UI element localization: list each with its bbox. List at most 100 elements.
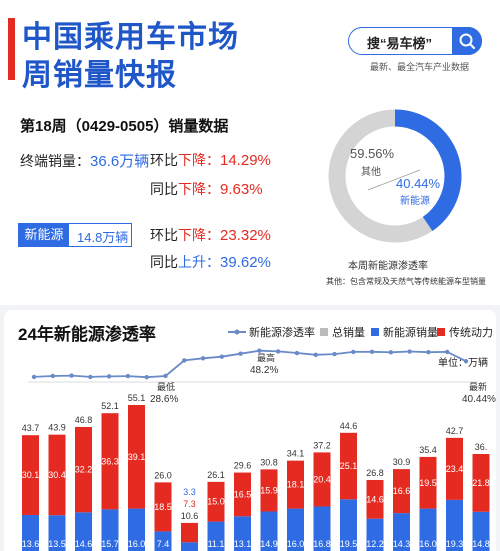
- nev-mom-value: 23.32%: [220, 227, 271, 244]
- nev-label: 19.5: [340, 539, 358, 549]
- penetration-point: [182, 358, 187, 363]
- search-button[interactable]: [452, 27, 482, 55]
- legend-line-icon: [228, 329, 246, 335]
- total-label: 46.8: [75, 415, 93, 425]
- total-label: 37.2: [313, 440, 331, 450]
- bar-ice: [419, 456, 437, 509]
- legend-total-label: 总销量: [332, 327, 365, 339]
- chart-title: 24年新能源渗透率: [18, 325, 156, 344]
- ice-label: 14.6: [366, 494, 384, 504]
- bar-ice: [340, 432, 357, 500]
- total-label: 10.6: [181, 511, 199, 521]
- total-label: 26.0: [154, 470, 172, 480]
- legend-penetration: 新能源渗透率: [228, 324, 315, 340]
- page-subtitle: 周销量快报: [22, 59, 177, 92]
- total-label: 34.1: [287, 449, 305, 459]
- penetration-point: [200, 356, 206, 361]
- bar-nev: [260, 511, 278, 551]
- total-label: 43.7: [22, 423, 40, 433]
- ice-label: 20.4: [313, 474, 331, 484]
- mom-value: 14.29%: [220, 152, 271, 169]
- total-label: 35.4: [419, 445, 437, 455]
- penetration-point: [106, 374, 112, 379]
- nev-label: 13.5: [48, 539, 66, 549]
- nev-label: 13.1: [234, 539, 252, 549]
- total-label: 30.9: [393, 457, 411, 467]
- penetration-donut: 59.56% 其他 40.44% 新能源: [328, 109, 462, 243]
- penetration-point: [294, 350, 300, 356]
- penetration-point: [219, 354, 225, 359]
- bar-ice: [207, 481, 225, 522]
- ice-label: 15.0: [207, 497, 225, 507]
- bar-ice: [154, 482, 172, 532]
- yoy-label: 同比: [150, 181, 178, 197]
- bar-nev: [340, 499, 357, 551]
- nev-label: 7.4: [157, 539, 170, 549]
- bar-ice: [101, 413, 119, 510]
- total-label: 26.8: [366, 468, 384, 478]
- ice-label: 18.5: [154, 502, 172, 512]
- ice-label: 36.3: [101, 456, 119, 466]
- ice-label: 19.5: [419, 478, 437, 488]
- legend-nev-swatch: [371, 328, 379, 336]
- bar-nev: [128, 508, 145, 551]
- min-value: 28.6%: [150, 394, 178, 405]
- nev-label: 14.3: [393, 539, 411, 549]
- total-label: 42.7: [446, 426, 464, 436]
- penetration-point: [332, 351, 337, 357]
- penetration-point: [388, 350, 394, 355]
- page-title: 中国乘用车市场: [22, 21, 239, 54]
- nev-sales-box: 新能源 14.8万辆: [18, 223, 132, 247]
- total-label: 30.8: [260, 457, 278, 467]
- week-heading: 第18周（0429-0505）销量数据: [20, 118, 229, 135]
- bar-nev: [393, 513, 410, 551]
- search-label: 搜“易车榜”: [367, 36, 433, 51]
- ice-label: 18.1: [287, 480, 305, 490]
- terminal-sales: 终端销量：36.6万辆: [20, 150, 149, 171]
- yoy-change: 同比下降：9.63%: [150, 179, 263, 199]
- bar-nev: [472, 511, 490, 551]
- donut-note: 其他：包含常规及天然气等传统能源车型销量: [326, 277, 486, 286]
- donut-other-label: 其他: [361, 165, 381, 178]
- penetration-point: [69, 373, 74, 378]
- terminal-label: 终端销量：: [20, 153, 90, 169]
- donut-nev-label: 新能源: [400, 194, 430, 207]
- unit-label: 单位：万辆: [438, 358, 488, 369]
- mom-change: 环比下降：14.29%: [150, 150, 271, 170]
- ice-label: 32.2: [75, 465, 93, 475]
- bar-nev: [101, 509, 119, 551]
- legend-ice-swatch: [437, 328, 445, 336]
- donut-caption: 本周新能源渗透率: [348, 261, 428, 272]
- bar-ice: [22, 435, 39, 515]
- penetration-point: [125, 373, 131, 379]
- total-label: 26.1: [207, 470, 225, 480]
- penetration-point: [275, 349, 281, 354]
- bar-ice: [75, 426, 92, 513]
- bar-ice: [393, 469, 410, 514]
- nev-yoy-label: 同比: [150, 254, 178, 270]
- bar-ice: [313, 452, 331, 507]
- total-label: 29.6: [234, 461, 252, 471]
- nev-label: 14.6: [75, 539, 93, 549]
- nev-label: 16.0: [128, 539, 146, 549]
- bar-nev: [75, 512, 92, 551]
- search-icon: [459, 33, 476, 50]
- search-box[interactable]: 搜“易车榜”: [348, 27, 482, 55]
- penetration-point: [407, 349, 412, 354]
- ice-label: 15.9: [260, 485, 278, 495]
- bar-nev: [287, 508, 304, 551]
- nev-label: 11.1: [208, 539, 225, 549]
- penetration-point: [369, 349, 375, 355]
- min-label: 最低: [157, 381, 175, 392]
- nev-label: 新能源: [19, 224, 69, 246]
- ice-label: 30.1: [22, 470, 40, 480]
- search-tagline: 最新、最全汽车产业数据: [370, 62, 470, 72]
- penetration-point: [463, 359, 469, 364]
- bar-ice: [260, 469, 278, 512]
- ice-label: 21.8: [472, 478, 490, 488]
- legend-total-swatch: [320, 328, 328, 336]
- nev-mom-change: 环比下降：23.32%: [150, 225, 271, 245]
- penetration-point: [426, 350, 431, 355]
- sales-chart: 最低 28.6% 最高 48.2% 最新 40.44% 43.7 30.1 13.6 43.9 30…: [22, 348, 496, 551]
- ice-label: 23.4: [446, 464, 464, 474]
